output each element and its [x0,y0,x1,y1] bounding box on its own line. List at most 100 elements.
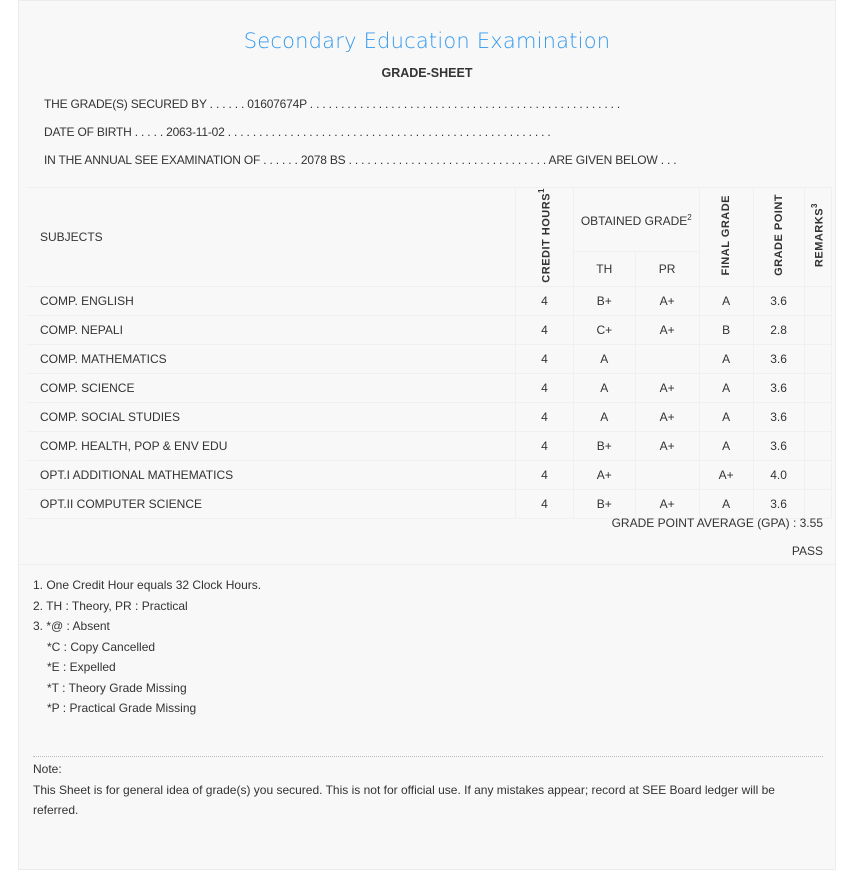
cell-th: C+ [573,315,636,345]
cell-final-grade: A [699,431,754,461]
table-row: COMP. HEALTH, POP & ENV EDU 4 B+ A+ A 3.6 [26,431,833,461]
page-title: Secondary Education Examination [243,29,611,53]
cell-final-grade: A [699,344,754,374]
cell-grade-point: 3.6 [753,286,805,316]
table-row: OPT.II COMPUTER SCIENCE 4 B+ A+ A 3.6 [26,489,833,519]
cell-credit-hours: 4 [515,431,574,461]
header-pr: PR [635,251,700,287]
cell-subject: OPT.I ADDITIONAL MATHEMATICS [26,460,516,490]
header-subjects: SUBJECTS [26,187,516,287]
note-label: Note: [33,762,62,776]
sheet-subtitle: GRADE-SHEET [381,66,473,80]
grades-table: SUBJECTS CREDIT HOURS1 OBTAINED GRADE2 F… [26,187,833,519]
dob-label: DATE OF BIRTH . . . . . [44,125,167,139]
cell-th: B+ [573,431,636,461]
cell-remarks [804,460,833,490]
table-row: OPT.I ADDITIONAL MATHEMATICS 4 A+ A+ 4.0 [26,460,833,490]
cell-grade-point: 3.6 [753,402,805,432]
dotted-divider [33,756,823,757]
cell-subject: COMP. SCIENCE [26,373,516,403]
cell-pr [635,460,700,490]
cell-subject: COMP. MATHEMATICS [26,344,516,374]
table-row: COMP. SCIENCE 4 A A+ A 3.6 [26,373,833,403]
cell-remarks [804,402,833,432]
cell-th: A [573,402,636,432]
cell-subject: COMP. HEALTH, POP & ENV EDU [26,431,516,461]
header-obtained-grade: OBTAINED GRADE2 [573,187,700,253]
cell-th: A+ [573,460,636,490]
cell-pr: A+ [635,286,700,316]
divider [19,564,835,565]
cell-pr: A+ [635,489,700,519]
cell-subject: COMP. ENGLISH [26,286,516,316]
cell-subject: OPT.II COMPUTER SCIENCE [26,489,516,519]
footnote: 1. One Credit Hour equals 32 Clock Hours… [33,578,262,592]
result-status: PASS [791,544,823,558]
note-text: This Sheet is for general idea of grade(… [33,782,775,818]
cell-subject: COMP. SOCIAL STUDIES [26,402,516,432]
cell-final-grade: A [699,402,754,432]
cell-pr: A+ [635,402,700,432]
cell-grade-point: 3.6 [753,373,805,403]
footnote: *E : Expelled [47,660,116,674]
dob-value: 2063-11-02 [166,125,225,139]
header-th: TH [573,251,636,287]
footnote: 2. TH : Theory, PR : Practical [33,598,188,613]
cell-remarks [804,344,833,374]
cell-credit-hours: 4 [515,373,574,403]
cell-th: B+ [573,286,636,316]
cell-remarks [804,373,833,403]
header-remarks: REMARKS3 [804,187,833,287]
note: Note: This Sheet is for general idea of … [33,759,823,821]
cell-final-grade: A [699,373,754,403]
cell-remarks [804,315,833,345]
cell-remarks [804,286,833,316]
table-row: COMP. SOCIAL STUDIES 4 A A+ A 3.6 [26,402,833,432]
grade-sheet: Secondary Education Examination GRADE-SH… [18,0,836,870]
cell-pr [635,344,700,374]
cell-final-grade: A [699,286,754,316]
cell-credit-hours: 4 [515,402,574,432]
cell-grade-point: 3.6 [753,489,805,519]
exam-label: IN THE ANNUAL SEE EXAMINATION OF . . . .… [44,153,301,167]
footnote: *T : Theory Grade Missing [47,680,187,695]
cell-th: B+ [573,489,636,519]
cell-grade-point: 3.6 [753,344,805,374]
cell-final-grade: A+ [699,460,754,490]
cell-remarks [804,489,833,519]
cell-credit-hours: 4 [515,489,574,519]
footnotes: 1. One Credit Hour equals 32 Clock Hours… [33,575,261,719]
cell-pr: A+ [635,373,700,403]
gpa: GRADE POINT AVERAGE (GPA) : 3.55 [611,516,823,530]
cell-credit-hours: 4 [515,315,574,345]
table-row: COMP. MATHEMATICS 4 A A 3.6 [26,344,833,374]
cell-credit-hours: 4 [515,460,574,490]
secured-by-line: THE GRADE(S) SECURED BY . . . . . . 0160… [44,97,620,111]
cell-th: A [573,344,636,374]
cell-final-grade: B [699,315,754,345]
cell-final-grade: A [699,489,754,519]
dots: . . . . . . . . . . . . . . . . . . . . … [224,125,551,139]
cell-pr: A+ [635,431,700,461]
footnote: *P : Practical Grade Missing [47,701,197,715]
cell-th: A [573,373,636,403]
exam-line: IN THE ANNUAL SEE EXAMINATION OF . . . .… [44,153,677,167]
header-final-grade: FINAL GRADE [699,187,754,287]
cell-grade-point: 4.0 [753,460,805,490]
footnote: *C : Copy Cancelled [47,639,156,654]
cell-pr: A+ [635,315,700,345]
table-row: COMP. NEPALI 4 C+ A+ B 2.8 [26,315,833,345]
cell-credit-hours: 4 [515,344,574,374]
exam-year: 2078 BS [300,153,346,167]
dob-line: DATE OF BIRTH . . . . . 2063-11-02 . . .… [44,125,551,139]
cell-grade-point: 3.6 [753,431,805,461]
cell-credit-hours: 4 [515,286,574,316]
table-row: COMP. ENGLISH 4 B+ A+ A 3.6 [26,286,833,316]
secured-by-label: THE GRADE(S) SECURED BY . . . . . . [44,97,248,111]
dots: . . . . . . . . . . . . . . . . . . . . … [306,97,621,111]
header-grade-point: GRADE POINT [753,187,805,287]
footnote: 3. *@ : Absent [33,619,110,633]
cell-subject: COMP. NEPALI [26,315,516,345]
exam-tail: . . . . . . . . . . . . . . . . . . . . … [345,153,677,167]
header-credit-hours: CREDIT HOURS1 [515,187,574,287]
